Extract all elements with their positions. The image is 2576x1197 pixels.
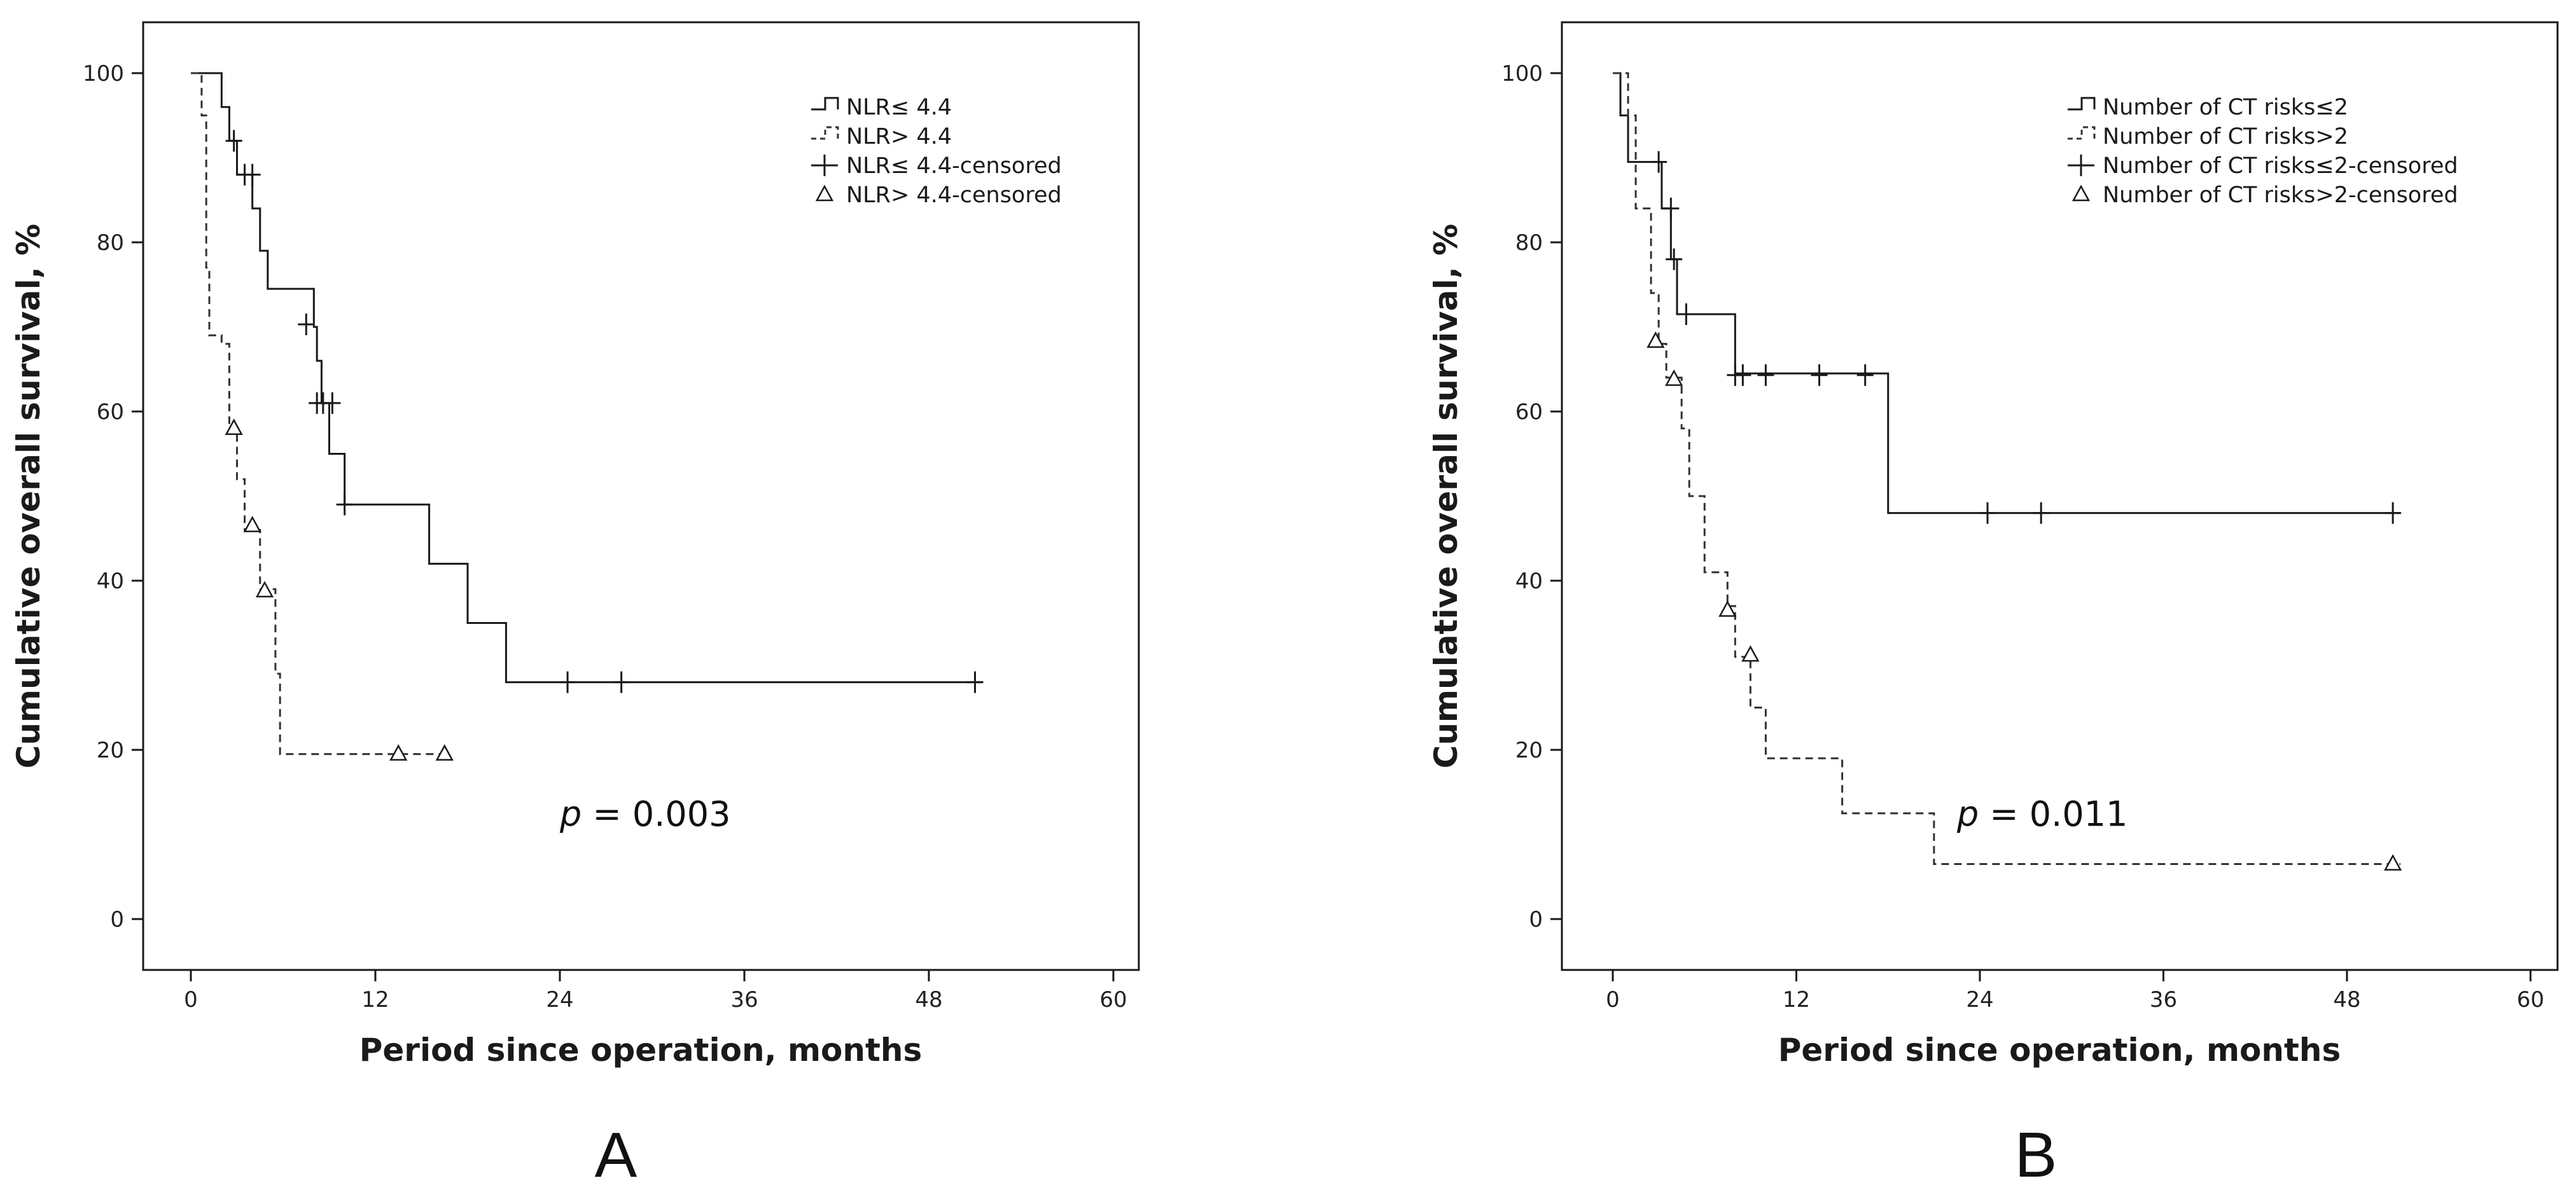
censor-triangle-mark — [1665, 369, 1683, 386]
survival-curves — [1613, 72, 2401, 866]
censor-plus-mark — [1979, 502, 1996, 524]
censor-plus-mark — [336, 494, 353, 516]
censor-plus-mark — [1734, 364, 1751, 386]
p-symbol: p — [1956, 794, 1979, 834]
censor-triangle-mark — [435, 744, 454, 761]
panel-b: 0 12 24 36 48 60 0 20 40 60 80 100 Number of CT ris… — [1428, 21, 2559, 1191]
x-tick-label: 0 — [184, 987, 198, 1013]
panel-letter: A — [595, 1119, 637, 1191]
legend-label: NLR≤ 4.4-censored — [846, 153, 1062, 179]
legend-label: Number of CT risks>2-censored — [2103, 183, 2458, 208]
y-axis-title: Cumulative overall survival, % — [1428, 224, 1465, 768]
censor-triangle-mark — [243, 515, 261, 532]
censor-plus-mark — [1650, 151, 1667, 173]
legend-swatch-dashed — [2068, 126, 2096, 140]
y-tick-label: 40 — [1515, 569, 1543, 594]
legend-swatch-triangle — [2071, 184, 2091, 202]
legend-label: NLR≤ 4.4 — [846, 95, 952, 120]
censor-plus-mark — [559, 671, 576, 693]
panel-letter: B — [2015, 1119, 2057, 1191]
censor-triangle-mark — [1647, 331, 1665, 348]
x-tick-label: 60 — [1099, 987, 1127, 1013]
x-tick-label: 48 — [915, 987, 942, 1013]
censor-triangle-mark — [2384, 854, 2402, 871]
legend-label: Number of CT risks>2 — [2103, 124, 2348, 149]
x-tick-label: 36 — [730, 987, 758, 1013]
censor-triangle-mark — [255, 581, 274, 598]
censor-plus-mark — [2033, 502, 2050, 524]
censor-triangle-mark — [1718, 600, 1737, 617]
p-value-number: = 0.011 — [1979, 794, 2127, 834]
y-tick-label: 100 — [83, 61, 124, 86]
axis-ticks: 0 12 24 36 48 60 0 20 40 60 80 100 — [1501, 61, 2544, 1013]
x-tick-label: 36 — [2150, 987, 2177, 1013]
y-axis-title: Cumulative overall survival, % — [10, 224, 47, 768]
p-symbol: p — [559, 794, 581, 834]
censor-plus-mark — [2385, 502, 2402, 524]
legend-label: Number of CT risks≤2-censored — [2103, 153, 2458, 179]
series-line-0 — [1613, 72, 2401, 515]
censor-plus-mark — [1856, 364, 1874, 386]
x-tick-label: 12 — [361, 987, 389, 1013]
censor-triangle-mark — [389, 744, 408, 761]
x-axis-title: Period since operation, months — [1778, 1032, 2341, 1069]
censor-marks — [1647, 151, 2402, 871]
censor-plus-mark — [324, 392, 341, 414]
legend: Number of CT risks≤2 Number of CT risks>2… — [2068, 95, 2458, 208]
plot-frame — [142, 21, 1140, 971]
legend-swatch-plus — [811, 155, 838, 176]
legend: NLR≤ 4.4 NLR> 4.4 NLR≤ 4.4-censored NLR> 4.… — [811, 95, 1062, 208]
censor-plus-mark — [1662, 197, 1680, 219]
censor-plus-mark — [298, 314, 315, 336]
legend-label: NLR> 4.4-censored — [846, 183, 1062, 208]
censor-plus-mark — [1811, 364, 1828, 386]
x-tick-label: 48 — [2333, 987, 2360, 1013]
plot-frame — [1561, 21, 2559, 971]
legend-swatch-solid — [2068, 97, 2096, 111]
axis-ticks: 0 12 24 36 48 60 0 20 40 60 80 100 — [83, 61, 1127, 1013]
y-tick-label: 0 — [110, 907, 124, 932]
censor-plus-mark — [244, 163, 261, 186]
censor-plus-mark — [613, 671, 630, 693]
y-tick-label: 60 — [97, 399, 124, 425]
y-tick-label: 80 — [1515, 230, 1543, 256]
p-value: p = 0.011 — [1956, 794, 2127, 834]
censor-plus-mark — [225, 130, 242, 152]
x-tick-label: 24 — [1966, 987, 1993, 1013]
series-line-1 — [1613, 72, 2401, 866]
censor-triangle-mark — [225, 418, 243, 435]
legend-swatch-triangle — [815, 184, 834, 202]
x-tick-label: 24 — [546, 987, 573, 1013]
legend-label: NLR> 4.4 — [846, 124, 952, 149]
censor-marks — [225, 130, 984, 761]
censor-plus-mark — [966, 671, 984, 693]
legend-swatch-plus — [2068, 155, 2094, 176]
x-tick-label: 60 — [2517, 987, 2544, 1013]
censor-plus-mark — [1757, 364, 1774, 386]
y-tick-label: 100 — [1501, 61, 1543, 86]
y-tick-label: 20 — [97, 738, 124, 763]
x-tick-label: 0 — [1606, 987, 1620, 1013]
p-value-number: = 0.003 — [581, 794, 730, 834]
x-tick-label: 12 — [1783, 987, 1810, 1013]
x-axis-title: Period since operation, months — [359, 1032, 922, 1069]
legend-label: Number of CT risks≤2 — [2103, 95, 2348, 120]
censor-plus-mark — [1678, 303, 1695, 326]
legend-swatch-dashed — [811, 126, 839, 140]
y-tick-label: 40 — [97, 569, 124, 594]
y-tick-label: 80 — [97, 230, 124, 256]
p-value: p = 0.003 — [559, 794, 730, 834]
y-tick-label: 0 — [1529, 907, 1543, 932]
censor-plus-mark — [1666, 248, 1683, 270]
y-tick-label: 60 — [1515, 399, 1543, 425]
panel-a: 0 12 24 36 48 60 0 20 40 60 80 100 NLR≤ 4.4 NLR> 4.4… — [10, 21, 1140, 1191]
y-tick-label: 20 — [1515, 738, 1543, 763]
censor-triangle-mark — [1741, 645, 1760, 662]
legend-swatch-solid — [811, 97, 839, 111]
